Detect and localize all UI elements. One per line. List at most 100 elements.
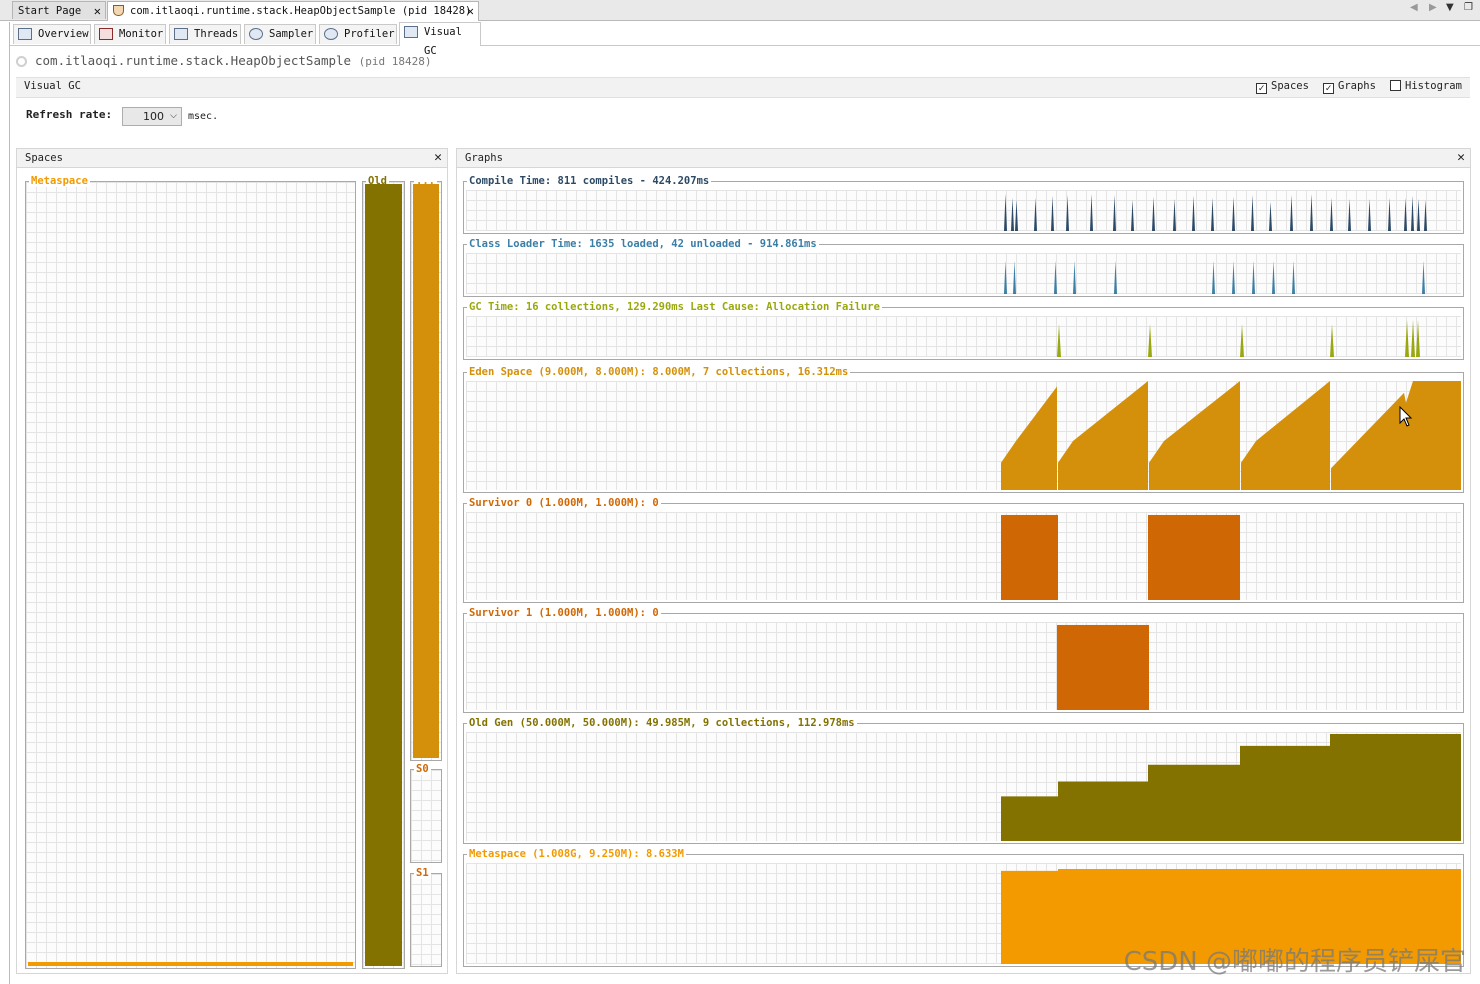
eden-space-graph: Eden Space (9.000M, 8.000M): 8.000M, 7 c… — [463, 365, 1464, 493]
classloader-spike — [1422, 260, 1425, 294]
gc-time-label: GC Time: 16 collections, 129.290ms Last … — [467, 300, 882, 314]
gc-time-graph: GC Time: 16 collections, 129.290ms Last … — [463, 300, 1464, 360]
monitor-icon — [99, 28, 113, 40]
compile-spike — [1004, 193, 1007, 231]
chevron-down-icon: ⌵ — [170, 111, 177, 121]
eden-segment — [1331, 381, 1461, 490]
overview-icon — [18, 28, 32, 40]
compile-spike — [1015, 199, 1018, 231]
old-space: Old — [362, 175, 405, 969]
close-icon[interactable]: ✕ — [466, 4, 474, 18]
compile-spike — [1090, 193, 1093, 231]
compile-spike — [1066, 194, 1069, 231]
spaces-panel: Metaspace Old ... S0 S1 — [16, 168, 448, 974]
compile-spike — [1152, 196, 1155, 231]
tab-sampler[interactable]: Sampler — [244, 24, 316, 44]
restore-window-icon[interactable]: ❐ — [1464, 2, 1473, 13]
compile-spike — [1173, 198, 1176, 231]
old-gen-area — [1001, 733, 1461, 841]
checkbox-label: Histogram — [1405, 80, 1462, 92]
classloader-spike — [1114, 260, 1117, 294]
s0-label: S0 — [414, 763, 431, 775]
survivor1-label: Survivor 1 (1.000M, 1.000M): 0 — [467, 606, 661, 620]
spaces-panel-header: Spaces ✕ — [16, 148, 448, 168]
refresh-rate-unit: msec. — [188, 111, 219, 122]
compile-spike — [1368, 198, 1371, 231]
graphs-checkbox[interactable]: ✓ Graphs — [1323, 80, 1376, 94]
class-loader-label: Class Loader Time: 1635 loaded, 42 unloa… — [467, 237, 819, 251]
close-icon[interactable]: ✕ — [434, 150, 442, 165]
classloader-spike — [1292, 260, 1295, 294]
gc-spike — [1411, 319, 1415, 357]
classloader-spike — [1013, 260, 1016, 294]
histogram-checkbox[interactable]: Histogram — [1390, 80, 1462, 92]
classloader-spike — [1004, 260, 1007, 294]
refresh-rate-value: 100 — [143, 110, 164, 123]
eden-space: ... — [410, 175, 442, 761]
tab-label: Profiler — [344, 28, 395, 40]
metaspace-plot — [466, 863, 1461, 964]
threads-icon — [174, 28, 188, 40]
compile-spike — [1404, 197, 1407, 231]
metaspace-area — [1001, 868, 1461, 964]
class-loader-graph: Class Loader Time: 1635 loaded, 42 unloa… — [463, 237, 1464, 297]
tab-heap-object-sample[interactable]: com.itlaoqi.runtime.stack.HeapObjectSamp… — [107, 1, 479, 21]
tab-threads[interactable]: Threads — [169, 24, 241, 44]
tab-overview[interactable]: Overview — [13, 24, 91, 44]
compile-time-label: Compile Time: 811 compiles - 424.207ms — [467, 174, 712, 188]
scroll-left-icon[interactable]: ◀ — [1410, 2, 1418, 13]
gc-spike — [1057, 323, 1061, 357]
survivor1-graph: Survivor 1 (1.000M, 1.000M): 0 — [463, 606, 1464, 713]
visual-gc-title: Visual GC — [24, 80, 81, 92]
close-icon[interactable]: ✕ — [1457, 150, 1465, 165]
classloader-spike — [1054, 260, 1057, 294]
gc-spike — [1148, 323, 1152, 357]
gc-spike — [1405, 319, 1409, 357]
chevron-down-icon[interactable]: ▼ — [1446, 2, 1454, 13]
compile-spike — [1011, 197, 1014, 231]
compile-spike — [1330, 197, 1333, 231]
classloader-spike — [1232, 260, 1235, 294]
metaspace-graph: Metaspace (1.008G, 9.250M): 8.633M — [463, 847, 1464, 967]
visual-gc-toolbar: Visual GC ✓ Spaces ✓ Graphs Histogram — [16, 77, 1470, 98]
s1-label: S1 — [414, 867, 431, 879]
old-gen-label: Old Gen (50.000M, 50.000M): 49.985M, 9 c… — [467, 716, 857, 730]
tab-monitor[interactable]: Monitor — [94, 24, 166, 44]
tab-label: Start Page — [18, 5, 82, 17]
compile-spike — [1211, 197, 1214, 231]
refresh-rate-label: Refresh rate: — [26, 108, 113, 121]
classloader-spike — [1212, 260, 1215, 294]
survivor0-plot — [466, 512, 1461, 600]
s1-block — [1057, 624, 1149, 710]
metaspace-graph-label: Metaspace (1.008G, 9.250M): 8.633M — [467, 847, 686, 861]
metaspace-label: Metaspace — [29, 175, 90, 187]
refresh-rate-select[interactable]: 100 ⌵ — [122, 107, 182, 126]
gc-spike — [1416, 319, 1420, 357]
compile-spike — [1034, 197, 1037, 231]
compile-spike — [1348, 198, 1351, 231]
tab-profiler[interactable]: Profiler — [319, 24, 397, 44]
eden-fill — [413, 184, 439, 758]
compile-time-plot — [466, 190, 1461, 231]
metaspace-space: Metaspace — [25, 175, 356, 969]
tab-label: Sampler — [269, 28, 314, 40]
compile-spike — [1310, 193, 1313, 231]
compile-time-graph: Compile Time: 811 compiles - 424.207ms — [463, 174, 1464, 234]
compile-spike — [1232, 196, 1235, 231]
scroll-right-icon[interactable]: ▶ — [1429, 2, 1437, 13]
tab-label: Threads — [194, 28, 239, 40]
compile-spike — [1388, 197, 1391, 231]
close-icon[interactable]: ✕ — [93, 4, 101, 18]
process-pid: (pid 18428) — [358, 55, 432, 68]
tab-start-page[interactable]: Start Page ✕ — [12, 1, 106, 19]
spaces-checkbox[interactable]: ✓ Spaces — [1256, 80, 1309, 94]
graphs-panel-title: Graphs — [465, 152, 503, 164]
class-loader-plot — [466, 253, 1461, 294]
survivor0-graph: Survivor 0 (1.000M, 1.000M): 0 — [463, 496, 1464, 603]
tab-label: Monitor — [119, 28, 164, 40]
graphs-panel-header: Graphs ✕ — [456, 148, 1471, 168]
eden-segment — [1058, 381, 1148, 490]
document-tab-bar: Start Page ✕ com.itlaoqi.runtime.stack.H… — [0, 0, 1480, 21]
tab-visual-gc[interactable]: Visual GC — [399, 22, 481, 57]
metaspace-fill — [28, 962, 353, 966]
